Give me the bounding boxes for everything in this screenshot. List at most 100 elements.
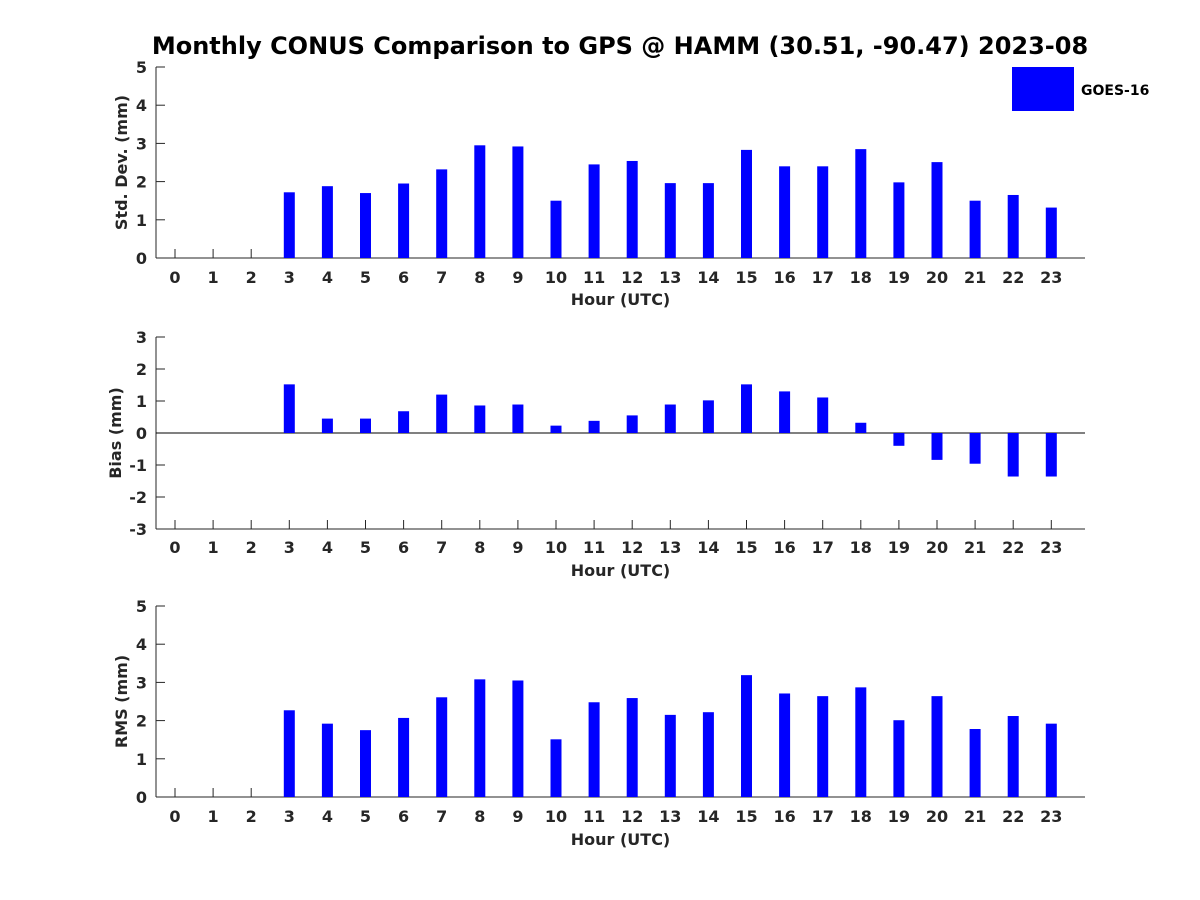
rms-bar [588,702,600,797]
std-dev-x-tick-label: 0 [169,268,180,287]
std-dev-bar [588,164,600,258]
bias-bar [1007,433,1019,477]
bias-bar [321,418,333,433]
std-dev-x-tick-label: 10 [545,268,567,287]
std-dev-bar [664,183,676,258]
std-dev-bar [283,192,295,258]
std-dev-bar [931,162,943,258]
rms-x-tick-label: 19 [888,807,910,826]
bias-x-tick-label: 1 [208,538,219,557]
rms-x-tick-label: 15 [735,807,757,826]
rms-x-tick-label: 3 [284,807,295,826]
rms-bar [931,696,943,797]
bias-bar [588,420,600,433]
std-dev-x-tick-label: 12 [621,268,643,287]
rms-y-tick-label: 3 [136,673,147,692]
bias-bar [626,415,638,433]
rms-y-tick-label: 0 [136,788,147,807]
bias-x-tick-label: 22 [1002,538,1024,557]
std-dev-x-tick-label: 9 [512,268,523,287]
std-dev-bar [817,166,829,258]
std-dev-x-tick-label: 8 [474,268,485,287]
rms-bar [436,697,448,797]
std-dev-x-tick-label: 15 [735,268,757,287]
rms-x-axis-label: Hour (UTC) [571,830,671,849]
rms-bar [626,698,638,797]
std-dev-bar [321,186,333,258]
bias-x-tick-label: 7 [436,538,447,557]
std-dev-bar [855,149,867,258]
bias-y-axis-label: Bias (mm) [106,387,125,479]
rms-x-tick-label: 12 [621,807,643,826]
rms-x-tick-label: 21 [964,807,986,826]
std-dev-bar [512,146,524,258]
std-dev-y-tick-label: 3 [136,134,147,153]
std-dev-y-tick-label: 5 [136,58,147,77]
rms-y-tick-label: 5 [136,597,147,616]
rms-y-tick-label: 1 [136,750,147,769]
rms-y-tick-label: 2 [136,712,147,731]
bias-bar [512,404,524,433]
rms-bar [855,687,867,797]
rms-x-tick-label: 22 [1002,807,1024,826]
legend: GOES-16 [1012,67,1149,111]
bias-bar [741,384,752,433]
bias-x-tick-label: 23 [1040,538,1062,557]
rms-x-tick-label: 4 [322,807,333,826]
std-dev-bar [741,149,752,258]
rms-bar [360,730,371,797]
bias-bar [550,425,562,433]
rms-x-tick-label: 2 [246,807,257,826]
std-dev-bar [360,193,371,258]
rms-bar [702,712,714,797]
std-dev-y-tick-label: 0 [136,249,147,268]
bias-bar [817,397,829,433]
rms-x-tick-label: 8 [474,807,485,826]
bias-x-tick-label: 13 [659,538,681,557]
std-dev-bar [1007,194,1019,258]
std-dev-y-tick-label: 2 [136,173,147,192]
std-dev-x-tick-label: 7 [436,268,447,287]
bias-bar [436,394,448,433]
std-dev-y-tick-label: 4 [136,96,147,115]
bias-x-tick-label: 16 [773,538,795,557]
bias-x-tick-label: 12 [621,538,643,557]
bias-x-tick-label: 9 [512,538,523,557]
bias-bar [702,400,714,433]
bias-x-tick-label: 2 [246,538,257,557]
std-dev-x-tick-label: 23 [1040,268,1062,287]
bias-x-tick-label: 18 [850,538,872,557]
rms-bar [741,675,752,797]
bias-x-tick-label: 11 [583,538,605,557]
rms-bar [664,714,676,797]
std-dev-y-axis-label: Std. Dev. (mm) [112,95,131,230]
bias-bar [893,433,905,446]
std-dev-x-tick-label: 17 [812,268,834,287]
std-dev-x-tick-label: 19 [888,268,910,287]
rms-bar [512,680,524,797]
rms-x-tick-label: 10 [545,807,567,826]
std-dev-x-tick-label: 5 [360,268,371,287]
rms-x-tick-label: 23 [1040,807,1062,826]
bias-y-tick-label: -2 [129,488,147,507]
bias-x-tick-label: 6 [398,538,409,557]
rms-bar [283,710,295,797]
std-dev-bar [626,160,638,258]
bias-x-tick-label: 10 [545,538,567,557]
legend-label: GOES-16 [1081,83,1149,99]
std-dev-y-tick-label: 1 [136,211,147,230]
rms-bar [321,723,333,797]
bias-y-tick-label: 2 [136,360,147,379]
bias-bar [1045,433,1057,477]
rms-x-tick-label: 14 [697,807,719,826]
bias-y-tick-label: -3 [129,520,147,539]
bias-bar [931,433,943,460]
bias-x-tick-label: 4 [322,538,333,557]
std-dev-bar [474,145,486,258]
rms-x-tick-label: 18 [850,807,872,826]
bias-bar [969,433,981,464]
std-dev-bar [398,183,410,258]
